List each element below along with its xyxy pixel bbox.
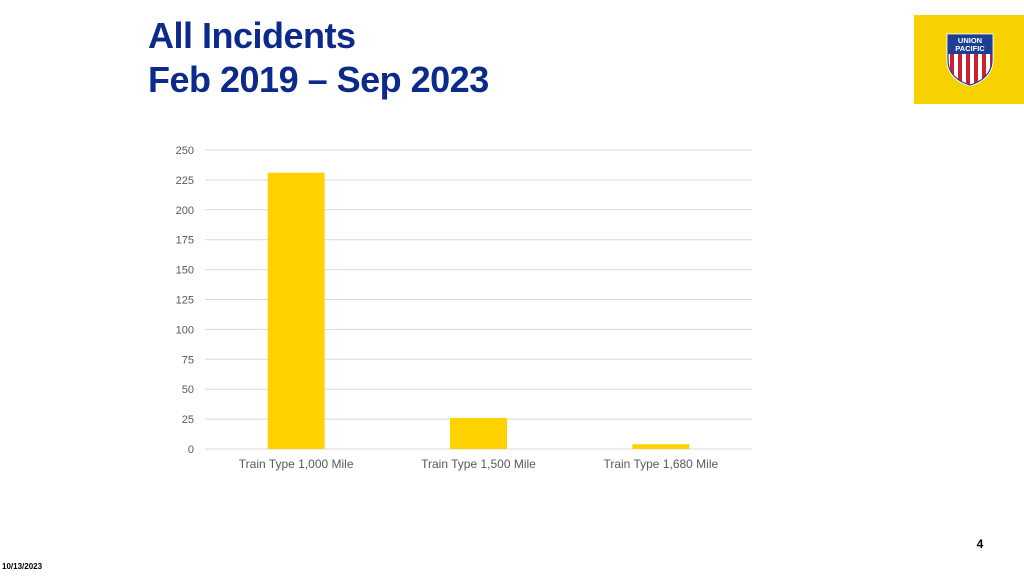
y-tick-label: 25 [182, 414, 194, 426]
y-tick-label: 225 [176, 175, 194, 187]
y-axis-ticks: 0 25 50 75 100 125 150 175 200 225 250 [176, 145, 194, 456]
x-tick-label: Train Type 1,680 Mile [603, 457, 718, 471]
y-tick-label: 75 [182, 354, 194, 366]
bar [450, 417, 507, 449]
y-tick-label: 125 [176, 295, 194, 307]
logo-text-pacific: PACIFIC [955, 44, 985, 53]
logo-text-union: UNION [958, 36, 982, 45]
slide-title: All Incidents Feb 2019 – Sep 2023 [148, 14, 489, 102]
bar [632, 444, 690, 449]
union-pacific-logo: UNION PACIFIC [914, 15, 1024, 104]
y-tick-label: 250 [176, 145, 194, 157]
y-tick-label: 100 [176, 324, 194, 336]
shield-icon: UNION PACIFIC [946, 33, 994, 86]
y-tick-label: 50 [182, 384, 194, 396]
y-tick-label: 200 [176, 205, 194, 217]
title-line-1: All Incidents [148, 15, 356, 56]
bar [267, 172, 325, 449]
y-tick-label: 150 [176, 265, 194, 277]
footer-date: 10/13/2023 [2, 562, 43, 571]
x-axis-labels: Train Type 1,000 Mile Train Type 1,500 Mi… [239, 457, 719, 471]
incident-bar-chart: 0 25 50 75 100 125 150 175 200 225 250 Train Type … [176, 145, 752, 471]
x-tick-label: Train Type 1,000 Mile [239, 457, 354, 471]
page-number: 4 [976, 537, 984, 551]
y-tick-label: 175 [176, 235, 194, 247]
title-line-2: Feb 2019 – Sep 2023 [148, 59, 489, 100]
y-tick-label: 0 [188, 444, 194, 456]
x-tick-label: Train Type 1,500 Mile [421, 457, 536, 471]
bars [267, 172, 690, 449]
